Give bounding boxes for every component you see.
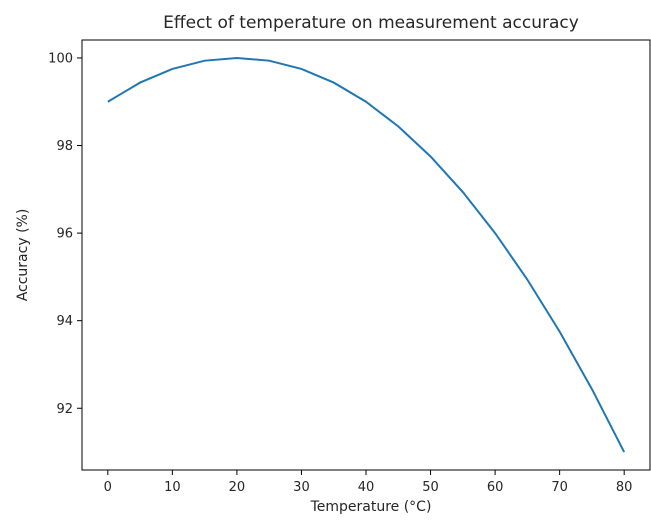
y-tick-label: 98: [56, 139, 73, 154]
x-axis-label: Temperature (°C): [310, 499, 432, 515]
x-tick-label: 60: [487, 480, 504, 495]
x-tick-label: 30: [293, 480, 310, 495]
y-tick-label: 96: [56, 227, 73, 242]
chart-title: Effect of temperature on measurement acc…: [163, 13, 579, 33]
y-axis-label: Accuracy (%): [15, 209, 31, 302]
x-tick-label: 0: [104, 480, 112, 495]
y-tick-label: 94: [56, 314, 73, 329]
x-tick-label: 70: [551, 480, 568, 495]
x-tick-label: 50: [422, 480, 439, 495]
y-tick-label: 100: [48, 51, 73, 66]
x-tick-label: 10: [164, 480, 181, 495]
x-tick-label: 20: [229, 480, 246, 495]
plot-frame: [81, 39, 651, 471]
x-tick-label: 40: [358, 480, 375, 495]
x-tick-label: 80: [616, 480, 633, 495]
series-line: [107, 56, 626, 453]
y-tick-label: 92: [56, 402, 73, 417]
axis-ticks: 0 10 20 30 40 50 60 70 80 92 94 96 98 100: [48, 51, 632, 495]
